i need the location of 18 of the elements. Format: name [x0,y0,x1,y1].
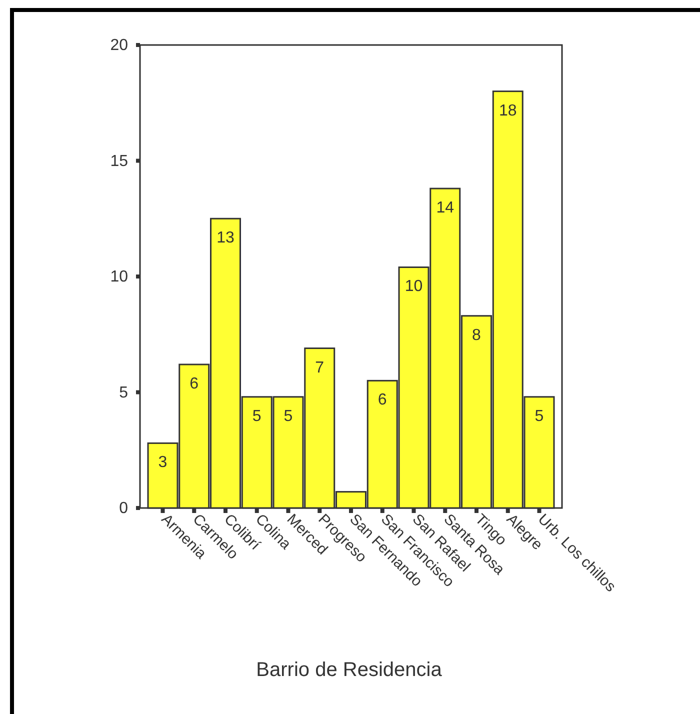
data-label: 3 [158,454,168,472]
y-tick-label: 20 [110,37,128,54]
y-tick-label: 5 [119,384,128,402]
y-tick-label: 15 [110,152,128,170]
data-label: 13 [216,230,234,247]
data-label: 7 [315,359,324,376]
data-label: 10 [404,278,423,296]
data-label: 6 [190,375,199,392]
data-label: 5 [252,408,262,425]
y-tick-label: 10 [110,268,128,286]
data-label: 18 [498,102,517,120]
y-tick-label: 0 [119,500,128,517]
data-label: 6 [378,392,387,409]
data-label: 5 [284,408,293,425]
data-label: 8 [472,326,482,344]
data-label: 5 [534,408,544,425]
data-label: 14 [436,200,454,217]
x-axis-title: Barrio de Residencia [256,659,443,681]
